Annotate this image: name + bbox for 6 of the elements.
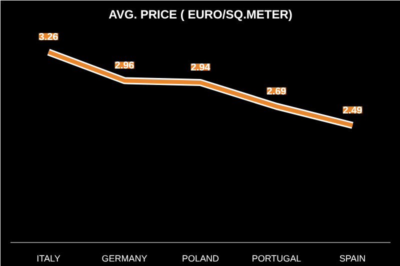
x-tick-label: ITALY — [36, 254, 60, 264]
x-tick-label: PORTUGAL — [252, 254, 302, 264]
x-tick-label: SPAIN — [339, 254, 366, 264]
x-tick-label: GERMANY — [102, 254, 148, 264]
x-tick-label: POLAND — [182, 254, 220, 264]
chart-title: AVG. PRICE ( EURO/SQ.METER) — [108, 8, 292, 22]
